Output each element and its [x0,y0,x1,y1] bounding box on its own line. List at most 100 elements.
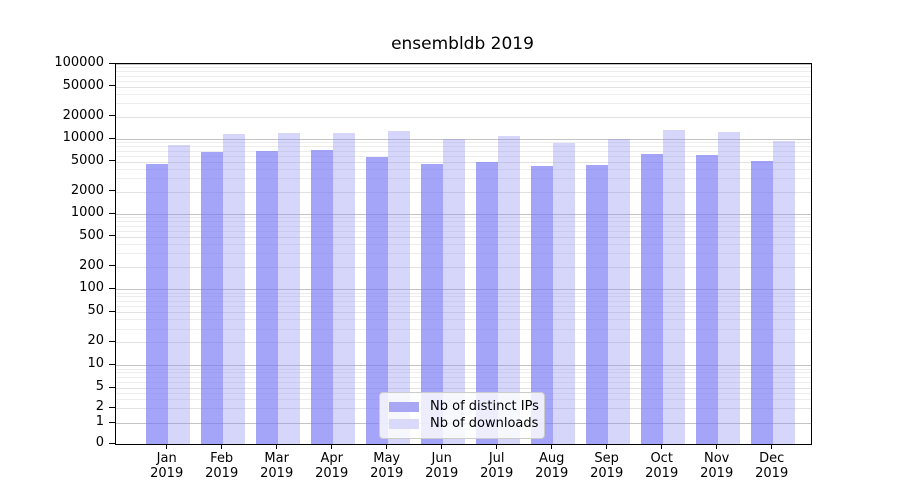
x-tick-mark [771,444,773,449]
y-tick-mark [109,363,115,365]
bar-distinct-ips-nov [695,154,718,444]
gridline [116,75,811,77]
x-tick-label: Jun 2019 [425,451,459,481]
x-tick-label: Dec 2019 [755,451,789,481]
y-tick-label: 20 [87,333,104,348]
gridline [116,328,811,330]
gridline [116,300,811,302]
bar-downloads-mar [277,133,300,444]
x-tick-label: May 2019 [370,451,404,481]
legend-label-downloads: Nb of downloads [430,416,539,431]
gridline [116,319,811,321]
gridline [116,139,811,140]
y-tick-mark [109,386,115,388]
y-tick-mark [109,190,115,191]
y-tick-label: 100 [79,280,104,295]
y-tick-label: 0 [95,435,104,450]
bar-downloads-nov [717,132,740,444]
gridline [116,342,811,343]
legend: Nb of distinct IPs Nb of downloads [379,392,545,439]
bar-distinct-ips-dec [750,160,773,444]
gridline [116,225,811,227]
gridline [116,86,811,88]
gridline [116,142,811,144]
gridline [116,71,811,73]
y-tick-label: 500 [79,227,104,243]
bar-downloads-sep [607,138,630,444]
y-tick-label: 200 [79,257,104,273]
gridline [116,214,811,215]
gridline [116,365,811,366]
y-tick-label: 10 [87,356,104,371]
gridline [116,376,811,378]
y-tick-mark [109,160,115,161]
gridline [116,221,811,223]
y-tick-label: 5000 [70,152,104,168]
y-tick-mark [109,265,115,266]
y-tick-mark [109,62,115,64]
gridline [116,296,811,298]
bar-downloads-feb [222,133,245,444]
gridline [116,312,811,313]
x-tick-mark [331,444,333,449]
bar-distinct-ips-may [365,156,388,444]
legend-label-distinct-ips: Nb of distinct IPs [430,399,539,414]
x-tick-mark [166,444,168,449]
x-tick-label: Apr 2019 [315,451,349,481]
bar-downloads-jan [167,145,190,444]
gridline [116,146,811,148]
x-tick-label: Sep 2019 [590,451,624,481]
y-tick-label: 20000 [62,107,104,123]
bar-downloads-apr [332,133,355,444]
gridline [116,191,811,193]
gridline [116,388,811,389]
y-tick-mark [109,212,115,214]
x-tick-mark [606,444,608,449]
gridline [116,80,811,82]
x-tick-mark [496,444,498,449]
gridline [116,289,811,290]
bar-downloads-jul [497,135,520,444]
x-tick-mark [221,444,223,449]
gridline [116,178,811,180]
y-tick-label: 2 [95,399,104,414]
x-tick-mark [551,444,553,449]
gridline [116,382,811,383]
bar-downloads-aug [552,142,575,444]
x-tick-label: Oct 2019 [645,451,679,481]
gridline [116,161,811,163]
bar-distinct-ips-apr [310,150,333,444]
x-tick-mark [716,444,718,449]
y-tick-mark [109,340,115,342]
bar-distinct-ips-mar [255,150,278,444]
gridline [116,236,811,238]
y-tick-mark [109,85,115,86]
bar-distinct-ips-feb [200,152,223,444]
x-tick-label: Jan 2019 [150,451,184,481]
y-tick-mark [109,115,115,116]
gridline [116,230,811,232]
chart-title: ensembldb 2019 [391,34,534,54]
x-tick-label: Mar 2019 [260,451,294,481]
bar-distinct-ips-jun [420,164,443,444]
gridline [116,116,811,118]
bar-distinct-ips-sep [585,164,608,444]
y-tick-mark [109,310,115,312]
legend-item-downloads: Nb of downloads [389,415,539,432]
x-tick-label: Aug 2019 [535,451,569,481]
bar-downloads-jun [442,138,465,444]
bar-downloads-may [387,130,410,444]
gridline [116,368,811,370]
y-tick-label: 1 [95,414,104,429]
x-tick-label: Jul 2019 [480,451,514,481]
gridline [116,292,811,294]
y-tick-label: 100000 [54,55,104,70]
gridline [116,64,811,65]
gridline [116,93,811,95]
gridline [116,306,811,307]
legend-item-distinct-ips: Nb of distinct IPs [389,398,539,415]
gridline [116,253,811,255]
y-tick-label: 50 [87,303,104,318]
x-tick-label: Nov 2019 [700,451,734,481]
